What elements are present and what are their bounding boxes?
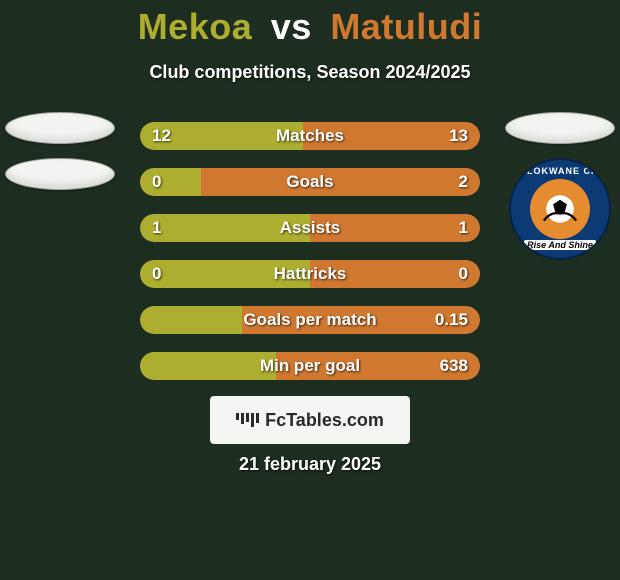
left-logo-column [0, 112, 120, 190]
club-placeholder-oval [505, 112, 615, 144]
badge-bottom-text: Rise And Shine [524, 240, 596, 250]
stat-value-right: 2 [459, 168, 468, 196]
comparison-infographic: Mekoa vs Matuludi Club competitions, Sea… [0, 0, 620, 580]
badge-top-text: POLOKWANE CITY [511, 166, 609, 176]
stat-label: Goals [140, 168, 480, 196]
title-vs: vs [263, 6, 320, 47]
stat-row: 1Assists1 [140, 214, 480, 242]
stat-label: Assists [140, 214, 480, 242]
badge-inner [530, 179, 590, 239]
soccer-ball-icon [537, 186, 583, 232]
stat-label: Min per goal [140, 352, 480, 380]
stat-value-right: 13 [449, 122, 468, 150]
player1-name: Mekoa [138, 6, 253, 47]
stat-bars: 12Matches130Goals21Assists10Hattricks0Go… [140, 122, 480, 380]
stat-value-right: 0 [459, 260, 468, 288]
brand-bars-icon [236, 413, 259, 427]
stat-label: Goals per match [140, 306, 480, 334]
stat-row: 0Hattricks0 [140, 260, 480, 288]
right-logo-column: POLOKWANE CITY Rise And Shine [500, 112, 620, 260]
player2-name: Matuludi [330, 6, 482, 47]
stat-row: Goals per match0.15 [140, 306, 480, 334]
club-placeholder-oval [5, 158, 115, 190]
brand-text: FcTables.com [265, 410, 384, 431]
subtitle: Club competitions, Season 2024/2025 [0, 62, 620, 83]
stat-label: Matches [140, 122, 480, 150]
polokwane-city-badge: POLOKWANE CITY Rise And Shine [509, 158, 611, 260]
stat-row: 0Goals2 [140, 168, 480, 196]
stat-value-right: 0.15 [435, 306, 468, 334]
stat-row: 12Matches13 [140, 122, 480, 150]
stat-row: Min per goal638 [140, 352, 480, 380]
club-placeholder-oval [5, 112, 115, 144]
stat-value-right: 1 [459, 214, 468, 242]
date-text: 21 february 2025 [0, 454, 620, 475]
page-title: Mekoa vs Matuludi [0, 0, 620, 48]
stat-value-right: 638 [440, 352, 468, 380]
stat-label: Hattricks [140, 260, 480, 288]
brand-card: FcTables.com [210, 396, 410, 444]
